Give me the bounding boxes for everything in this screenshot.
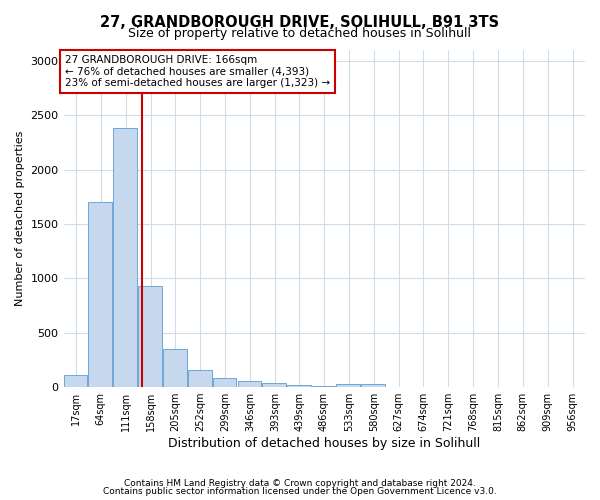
Text: Size of property relative to detached houses in Solihull: Size of property relative to detached ho… xyxy=(128,28,472,40)
Bar xyxy=(88,202,112,387)
Bar xyxy=(287,386,311,387)
Bar xyxy=(138,286,162,387)
Bar xyxy=(163,349,187,387)
Bar xyxy=(64,375,88,387)
Bar xyxy=(262,382,286,387)
Text: 27 GRANDBOROUGH DRIVE: 166sqm
← 76% of detached houses are smaller (4,393)
23% o: 27 GRANDBOROUGH DRIVE: 166sqm ← 76% of d… xyxy=(65,55,330,88)
Bar xyxy=(311,386,335,387)
X-axis label: Distribution of detached houses by size in Solihull: Distribution of detached houses by size … xyxy=(168,437,481,450)
Text: 27, GRANDBOROUGH DRIVE, SOLIHULL, B91 3TS: 27, GRANDBOROUGH DRIVE, SOLIHULL, B91 3T… xyxy=(100,15,500,30)
Text: Contains HM Land Registry data © Crown copyright and database right 2024.: Contains HM Land Registry data © Crown c… xyxy=(124,478,476,488)
Bar xyxy=(238,381,262,387)
Bar xyxy=(386,386,410,387)
Y-axis label: Number of detached properties: Number of detached properties xyxy=(15,131,25,306)
Bar xyxy=(361,384,385,387)
Bar xyxy=(337,384,360,387)
Bar xyxy=(212,378,236,387)
Text: Contains public sector information licensed under the Open Government Licence v3: Contains public sector information licen… xyxy=(103,487,497,496)
Bar xyxy=(188,370,212,387)
Bar xyxy=(113,128,137,387)
